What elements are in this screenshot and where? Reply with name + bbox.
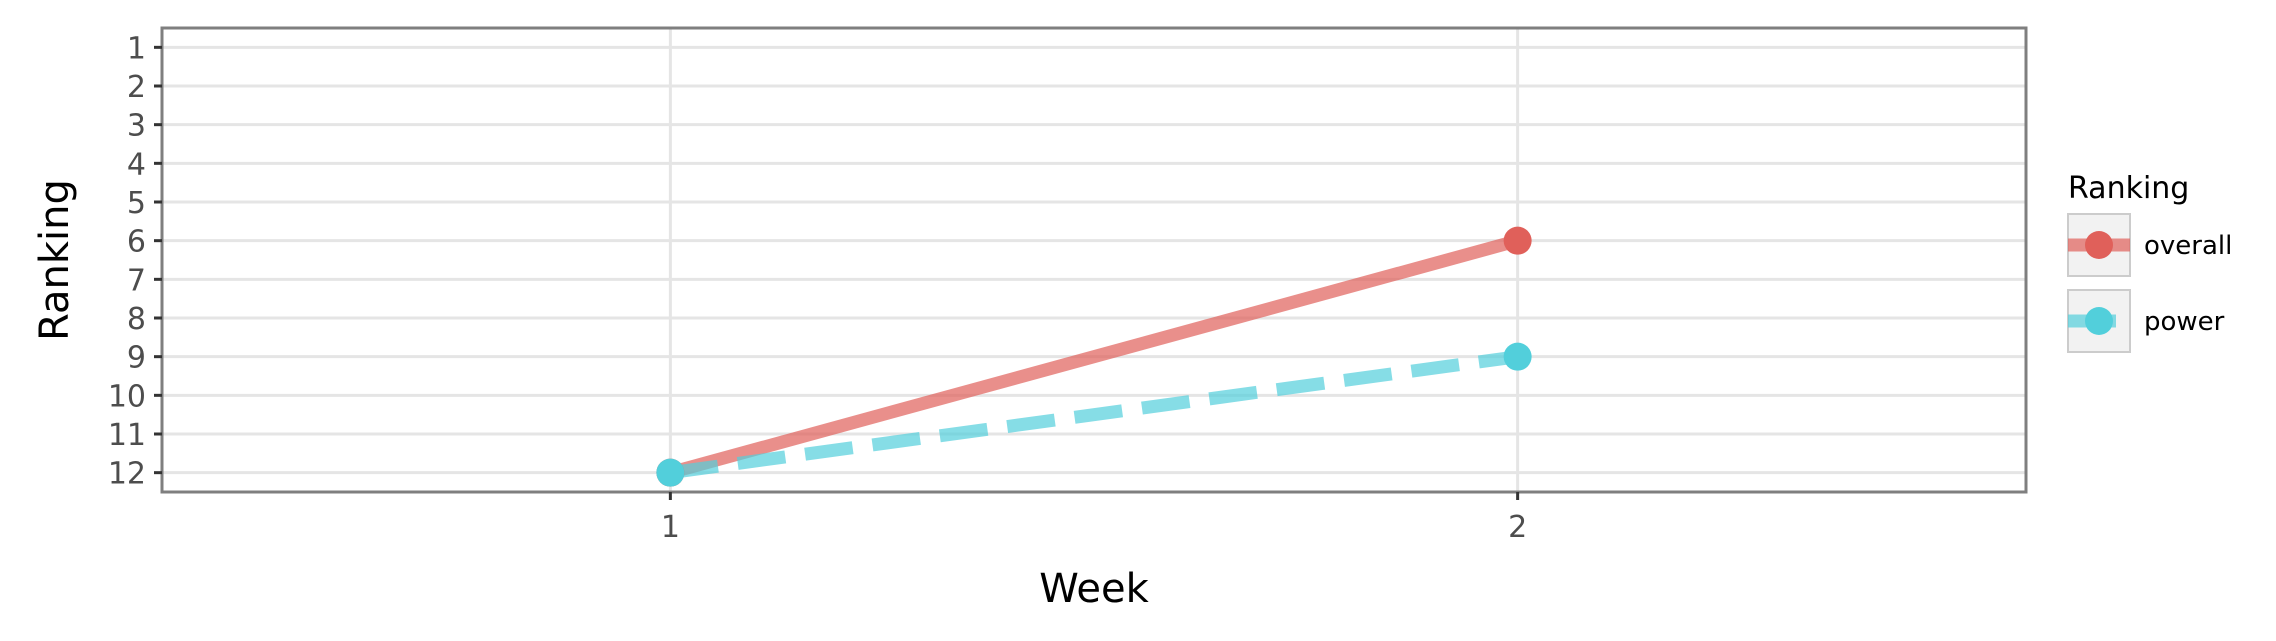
legend-item-overall: overall [2067, 213, 2232, 277]
y-tick-label: 12 [108, 457, 146, 492]
y-tick-label: 1 [127, 31, 146, 66]
series-line-overall [668, 234, 1520, 479]
plot-background [162, 28, 2026, 492]
y-tick-label: 9 [127, 341, 146, 376]
legend-item-power: power [2067, 289, 2225, 353]
y-tick-label: 2 [127, 70, 146, 105]
y-tick-label: 5 [127, 186, 146, 221]
y-axis-title: Ranking [32, 179, 78, 341]
y-tick-label: 4 [127, 147, 146, 182]
point-power [656, 458, 685, 487]
point-overall [1503, 226, 1532, 255]
y-tick-label: 10 [108, 379, 146, 414]
y-tick-label: 8 [127, 302, 146, 337]
series-line-power [669, 350, 1519, 480]
series-lines [668, 234, 1520, 480]
legend-label: overall [2144, 231, 2232, 261]
plot-border [160, 26, 2028, 494]
legend: Ranking overall power [2067, 171, 2232, 353]
y-tick-label: 7 [127, 263, 146, 298]
x-tick-label: 2 [1508, 510, 1527, 545]
legend-label: power [2144, 307, 2225, 337]
point-power [1503, 342, 1532, 371]
x-tick-label: 1 [661, 510, 680, 545]
legend-key-marker [2085, 307, 2113, 335]
legend-title: Ranking [2068, 171, 2189, 206]
y-tick-label: 3 [127, 109, 146, 144]
legend-key-marker [2085, 231, 2113, 259]
grid-lines [162, 28, 2026, 492]
data-points [656, 226, 1532, 487]
y-tick-label: 6 [127, 225, 146, 260]
x-axis-title: Week [1039, 566, 1149, 612]
y-tick-label: 11 [108, 418, 146, 453]
